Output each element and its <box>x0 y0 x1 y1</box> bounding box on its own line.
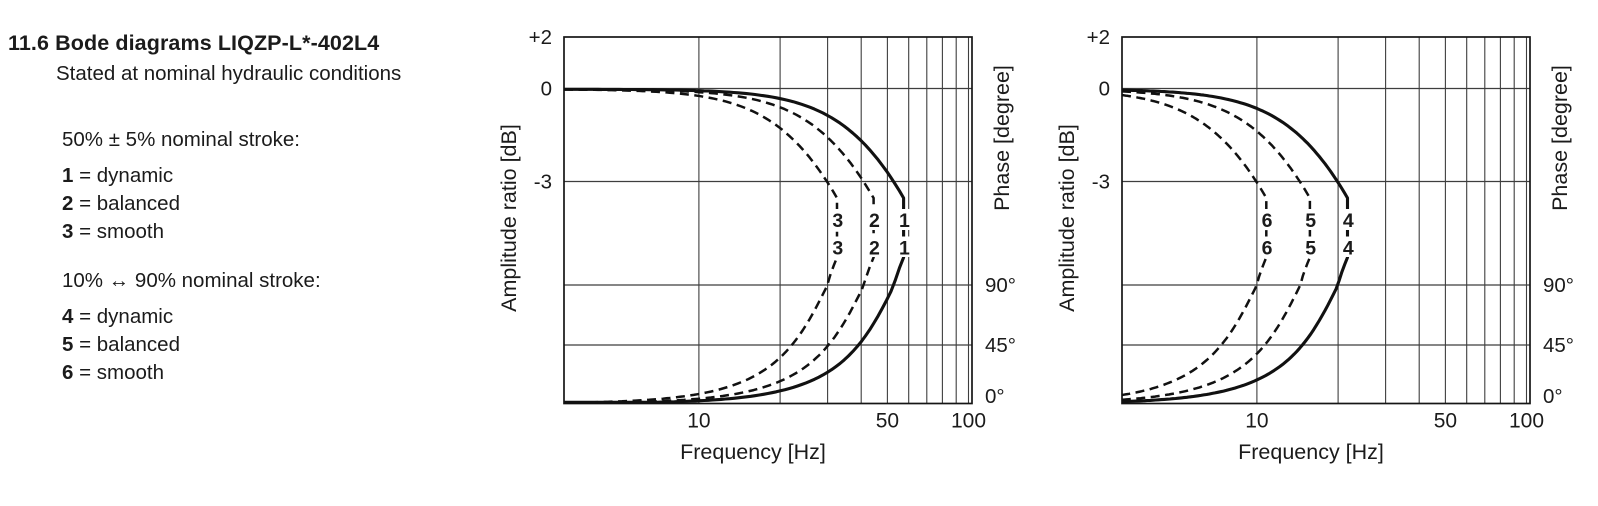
curve-label-bg <box>831 209 845 230</box>
section-title: 11.6 Bode diagrams LIQZP-L*-402L4 <box>8 31 380 55</box>
legend-item-4: 4 = dynamic <box>62 303 462 331</box>
curve-number: 2 <box>62 192 74 215</box>
curve-label-5-phase: 5 <box>1305 238 1316 260</box>
legend-item-3: 3 = smooth <box>62 218 462 246</box>
x-tick-50hz: 50 <box>1434 410 1457 433</box>
curve-number: 5 <box>62 333 74 356</box>
amp-tick-+2: +2 <box>1087 26 1110 49</box>
x-tick-10hz: 10 <box>687 410 710 433</box>
phase-tick-0deg: 0° <box>985 385 1005 408</box>
x-tick-100hz: 100 <box>951 410 986 433</box>
curve-label-1-phase: 1 <box>899 238 910 260</box>
curve-label-2-amplitude: 2 <box>869 210 880 232</box>
curve-number: 3 <box>62 220 74 243</box>
curve-number: 4 <box>62 305 74 328</box>
phase-tick-45deg: 45° <box>1543 334 1574 357</box>
x-tick-50hz: 50 <box>876 410 899 433</box>
curve-label-2-phase: 2 <box>869 238 880 260</box>
curve-description: = smooth <box>73 361 164 384</box>
legend-item-2: 2 = balanced <box>62 190 462 218</box>
legend-item-1: 1 = dynamic <box>62 162 462 190</box>
legend-item-5: 5 = balanced <box>62 331 462 359</box>
curve-label-5-amplitude: 5 <box>1305 210 1316 232</box>
plot-border <box>563 36 973 405</box>
plot-border <box>1121 36 1531 405</box>
legend-items: 4 = dynamic 5 = balanced 6 = smooth <box>62 303 462 387</box>
curve-label-6-phase: 6 <box>1262 238 1273 260</box>
left-axis-label: Amplitude ratio [dB] <box>1055 124 1079 312</box>
curve-description: = balanced <box>73 192 180 215</box>
curve-3 <box>564 88 839 404</box>
x-tick-100hz: 100 <box>1509 410 1544 433</box>
section-subtitle: Stated at nominal hydraulic conditions <box>56 62 402 85</box>
x-axis-label: Frequency [Hz] <box>1238 440 1384 464</box>
curve-label-1-amplitude: 1 <box>899 210 910 232</box>
amp-tick-0: 0 <box>541 78 552 101</box>
curve-description: = smooth <box>73 220 164 243</box>
x-axis-label: Frequency [Hz] <box>680 440 826 464</box>
legend-group-10-90pct-stroke: 10% ↔ 90% nominal stroke: 4 = dynamic 5 =… <box>62 268 462 387</box>
curve-label-4-phase: 4 <box>1343 238 1354 260</box>
phase-tick-0deg: 0° <box>1543 385 1563 408</box>
curve-description: = balanced <box>73 333 180 356</box>
right-axis-label: Phase [degree] <box>990 65 1014 211</box>
phase-tick-45deg: 45° <box>985 334 1016 357</box>
curve-label-4-amplitude: 4 <box>1343 210 1354 232</box>
curve-label-bg <box>868 209 881 230</box>
phase-tick-90deg: 90° <box>1543 274 1574 297</box>
curve-label-bg <box>1260 209 1274 230</box>
legend-item-6: 6 = smooth <box>62 359 462 387</box>
curve-description: = dynamic <box>73 164 174 187</box>
curve-label-bg <box>1342 209 1355 230</box>
bode-chart-2: 6 6 5 5 4 4 +2 0 -3 90° 45° 0° 10 50 100 Frequency [Hz]… <box>1055 26 1574 464</box>
curve-description: = dynamic <box>73 305 174 328</box>
legend-items: 1 = dynamic 2 = balanced 3 = smooth <box>62 162 462 246</box>
curve-label-bg <box>898 236 911 257</box>
legend-heading: 50% ± 5% nominal stroke: <box>62 128 301 151</box>
left-axis-label: Amplitude ratio [dB] <box>497 124 521 312</box>
legend-heading: 10% ↔ 90% nominal stroke: <box>62 269 321 292</box>
curve-label-bg <box>1342 236 1355 257</box>
curve-label-bg <box>898 209 911 230</box>
amp-tick-0: 0 <box>1099 78 1110 101</box>
curve-number: 6 <box>62 361 74 384</box>
curve-1 <box>564 87 906 404</box>
curve-label-bg <box>1304 236 1318 257</box>
amp-tick-+2: +2 <box>529 26 552 49</box>
curve-5 <box>1121 90 1312 402</box>
x-tick-10hz: 10 <box>1245 410 1268 433</box>
right-axis-label: Phase [degree] <box>1548 65 1572 211</box>
curve-label-bg <box>1260 236 1274 257</box>
curve-number: 1 <box>62 164 74 187</box>
phase-tick-90deg: 90° <box>985 274 1016 297</box>
curve-label-6-amplitude: 6 <box>1262 210 1273 232</box>
curve-label-bg <box>831 236 845 257</box>
curve-label-3-amplitude: 3 <box>832 210 843 232</box>
curve-6 <box>1121 93 1268 397</box>
amp-tick--3: -3 <box>1092 171 1110 194</box>
curve-label-3-phase: 3 <box>832 238 843 260</box>
amp-tick--3: -3 <box>534 171 552 194</box>
curve-label-bg <box>1304 209 1318 230</box>
bode-chart-1: 3 3 2 21 1 +2 0 -3 90° 45° 0° 10 50 100 Frequency [Hz]… <box>497 26 1016 464</box>
curve-label-bg <box>868 236 881 257</box>
legend-group-50pct-stroke: 50% ± 5% nominal stroke: 1 = dynamic 2 = … <box>62 127 462 246</box>
